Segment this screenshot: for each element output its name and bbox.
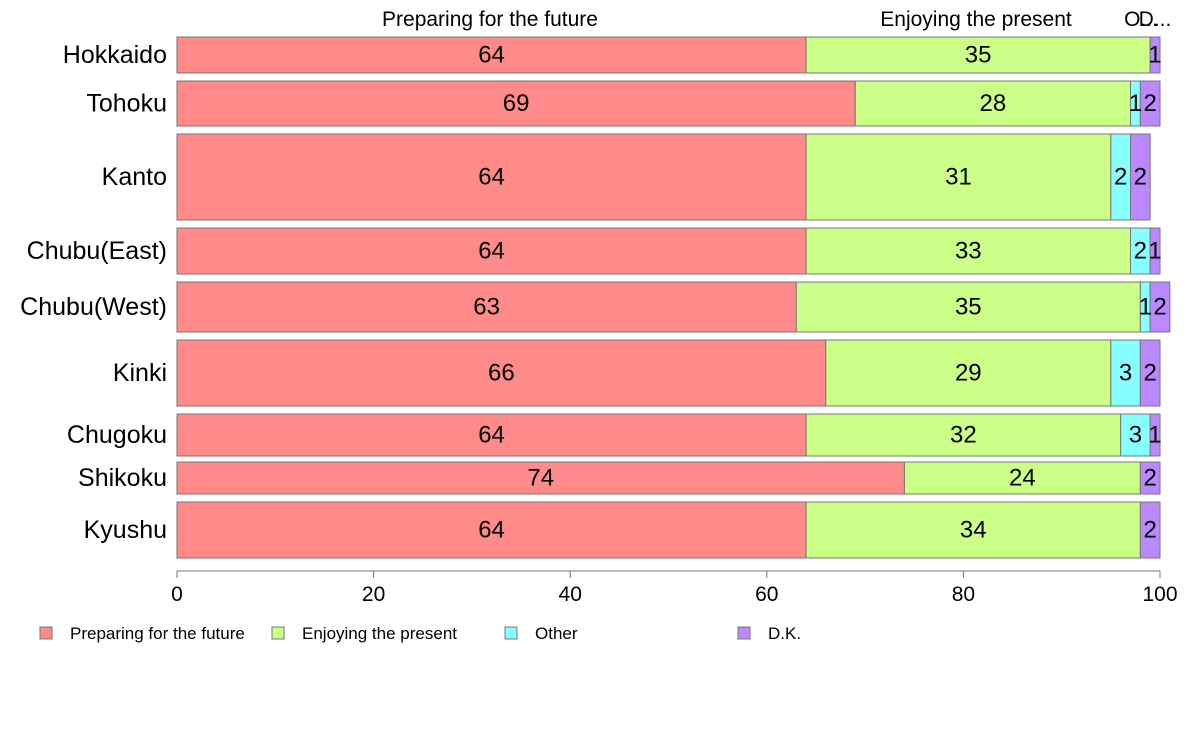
bar-label-shikoku-enjoying-the-present: 24 [1009,465,1036,492]
x-tick-label-40: 40 [559,583,582,606]
bar-label-hokkaido-enjoying-the-present: 35 [965,42,992,69]
bar-label-chugoku-enjoying-the-present: 32 [950,422,977,449]
bar-label-shikoku-preparing-for-the-future: 74 [527,465,554,492]
bar-label-kanto-enjoying-the-present: 31 [945,164,972,191]
region-label-chugoku: Chugoku [67,421,167,449]
bar-chubu-west-preparing-for-the-future [176,281,797,333]
bar-shikoku-d-k [1139,461,1161,495]
bar-label-kyushu-preparing-for-the-future: 64 [478,517,505,544]
region-label-tohoku: Tohoku [86,90,167,118]
top-label-3: O... [1124,8,1158,31]
bar-chugoku-preparing-for-the-future [176,413,807,457]
bar-label-kyushu-enjoying-the-present: 34 [960,517,987,544]
x-tick-label-80: 80 [952,583,975,606]
bar-label-chubu-west-d-k: 2 [1153,294,1166,321]
region-label-kanto: Kanto [102,163,167,191]
bar-label-chubu-east-other: 2 [1134,238,1147,265]
bar-label-chubu-east-enjoying-the-present: 33 [955,238,982,265]
legend: Preparing for the future Enjoying the pre… [39,624,801,643]
bar-label-shikoku-d-k: 2 [1143,465,1156,492]
legend-swatch-enjoying-the-present [271,626,285,640]
top-label-2: Enjoying the present [880,8,1072,31]
bar-chubu-east-enjoying-the-present [805,227,1132,275]
bar-label-kinki-other: 3 [1119,360,1132,387]
bar-chugoku-enjoying-the-present [805,413,1122,457]
bar-kyushu-preparing-for-the-future [176,501,807,559]
legend-label-preparing-for-the-future: Preparing for the future [70,624,245,643]
x-tick-label-20: 20 [362,583,385,606]
bar-label-tohoku-other: 1 [1129,90,1142,117]
bar-label-kanto-preparing-for-the-future: 64 [478,164,505,191]
bar-label-hokkaido-d-k: 1 [1148,42,1161,69]
bar-chubu-east-preparing-for-the-future [176,227,807,275]
bar-kyushu-enjoying-the-present [805,501,1141,559]
bar-label-kyushu-d-k: 2 [1143,517,1156,544]
bar-label-kanto-d-k: 2 [1134,164,1147,191]
top-label-4: D... [1139,8,1172,31]
bar-chubu-east-d-k [1149,227,1161,275]
bar-chugoku-d-k [1149,413,1161,457]
bar-label-kinki-d-k: 2 [1143,360,1156,387]
x-tick-label-0: 0 [171,583,183,606]
x-tick-label-100: 100 [1142,583,1177,606]
region-label-chubu-west: Chubu(West) [20,293,167,321]
region-label-shikoku: Shikoku [78,464,167,492]
bar-tohoku-d-k [1139,80,1161,127]
bar-label-chubu-west-preparing-for-the-future: 63 [473,294,500,321]
bar-label-kinki-preparing-for-the-future: 66 [488,360,515,387]
region-labels: Hokkaido Tohoku Kanto Chubu(East) Chubu(West… [20,41,167,544]
bar-chubu-west-d-k [1149,281,1171,333]
bar-label-chubu-east-d-k: 1 [1148,238,1161,265]
bar-kinki-d-k [1139,339,1161,407]
bar-label-hokkaido-preparing-for-the-future: 64 [478,42,505,69]
bar-value-labels: 64 35 169 28 1 264 31 2 264 33 2 163 35 1 266 29 3 264 32 3… [473,42,1166,544]
legend-label-enjoying-the-present: Enjoying the present [302,624,457,643]
bar-label-chugoku-other: 3 [1129,422,1142,449]
bar-tohoku-preparing-for-the-future [176,80,856,127]
bar-kyushu-d-k [1139,501,1161,559]
x-axis: 0 20 40 60 80 100 [171,570,1178,606]
region-label-hokkaido: Hokkaido [63,41,167,69]
region-label-kyushu: Kyushu [84,516,167,544]
legend-label-other: Other [535,624,578,643]
legend-swatch-d-k [737,626,751,640]
region-label-kinki: Kinki [113,359,167,387]
bar-label-chugoku-preparing-for-the-future: 64 [478,422,505,449]
bar-tohoku-enjoying-the-present [854,80,1132,127]
bar-kinki-other [1110,339,1141,407]
bar-kanto-d-k [1130,133,1151,221]
bar-shikoku-preparing-for-the-future [176,461,905,495]
bar-hokkaido-enjoying-the-present [805,36,1151,74]
bar-label-kanto-other: 2 [1114,164,1127,191]
bar-chubu-west-enjoying-the-present [795,281,1141,333]
bar-label-tohoku-d-k: 2 [1143,90,1156,117]
bar-label-tohoku-preparing-for-the-future: 69 [503,90,530,117]
top-label-1: Preparing for the future [382,8,598,31]
legend-swatch-preparing-for-the-future [39,626,53,640]
bars [176,36,1171,559]
legend-label-d-k: D.K. [768,624,801,643]
bar-shikoku-enjoying-the-present [903,461,1141,495]
bar-label-kinki-enjoying-the-present: 29 [955,360,982,387]
top-series-labels: Preparing for the future Enjoying the pre… [382,8,1171,31]
bar-kanto-enjoying-the-present [805,133,1112,221]
x-tick-label-60: 60 [755,583,778,606]
legend-swatch-other [504,626,518,640]
bar-label-chubu-west-enjoying-the-present: 35 [955,294,982,321]
bar-label-chugoku-d-k: 1 [1148,422,1161,449]
bar-hokkaido-d-k [1149,36,1161,74]
region-label-chubu-east: Chubu(East) [27,237,167,265]
bar-label-chubu-east-preparing-for-the-future: 64 [478,238,505,265]
bar-label-chubu-west-other: 1 [1139,294,1152,321]
bar-label-tohoku-enjoying-the-present: 28 [980,90,1007,117]
